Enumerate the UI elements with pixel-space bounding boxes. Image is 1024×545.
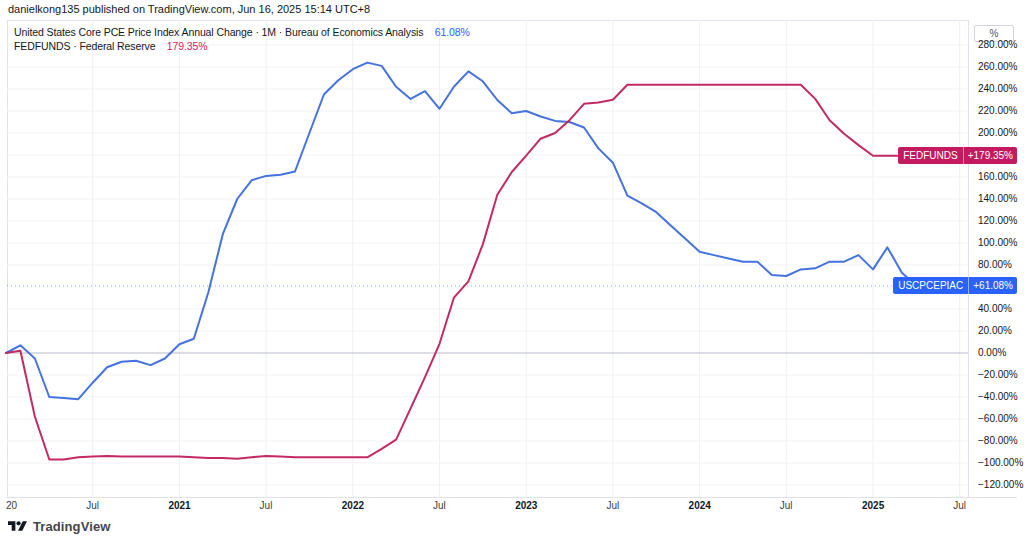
y-axis-tick-label: 120.00% [978,215,1017,226]
y-axis-tick-label: 0.00% [978,347,1006,358]
x-axis-tick-label: Jul [606,500,619,511]
x-axis-tick-label: Jul [953,500,966,511]
uscpcepiac-badge-value: +61.08% [968,277,1017,294]
x-axis-tick-label: Jul [260,500,273,511]
y-axis-tick-label: 200.00% [978,127,1017,138]
y-axis-tick-label: 80.00% [978,259,1012,270]
y-axis-tick-label: −40.00% [978,391,1018,402]
uscpcepiac-price-badge: USCPCEPIAC +61.08% [893,277,1017,294]
y-axis-tick-label: −80.00% [978,435,1018,446]
x-axis-tick-label: 2022 [342,500,364,511]
legend-row-uscpcepiac[interactable]: United States Core PCE Price Index Annua… [14,25,470,39]
y-axis-tick-label: 280.00% [978,39,1017,50]
y-axis-tick-label: −120.00% [978,479,1023,490]
fedfunds-badge-label: FEDFUNDS [898,147,962,164]
y-axis-tick-label: 20.00% [978,325,1012,336]
legend: United States Core PCE Price Index Annua… [14,25,470,53]
y-axis-tick-label: −20.00% [978,369,1018,380]
y-axis-tick-label: 140.00% [978,193,1017,204]
fedfunds-badge-value: +179.35% [963,147,1017,164]
series2-title: FEDFUNDS · Federal Reserve [14,40,156,52]
tradingview-logo[interactable]: TradingView [8,519,110,534]
x-axis-tick-label: 20 [6,500,17,511]
y-axis-tick-label: 100.00% [978,237,1017,248]
published-chart-page: danielkong135 published on TradingView.c… [0,0,1024,545]
x-axis-tick-label: Jul [433,500,446,511]
y-axis-tick-label: 40.00% [978,303,1012,314]
x-axis-tick-label: 2021 [168,500,190,511]
x-axis-tick-label: 2025 [862,500,884,511]
legend-row-fedfunds[interactable]: FEDFUNDS · Federal Reserve 179.35% [14,39,470,53]
chart-plot-area[interactable] [7,20,968,497]
y-axis-tick-label: 160.00% [978,171,1017,182]
uscpcepiac-badge-label: USCPCEPIAC [893,277,968,294]
y-axis-tick-label: 260.00% [978,61,1017,72]
y-axis-tick-label: 240.00% [978,83,1017,94]
series2-change-value: 179.35% [167,40,208,52]
x-axis-tick-label: Jul [780,500,793,511]
tradingview-icon [8,519,27,534]
x-axis-tick-label: 2024 [689,500,711,511]
series1-title: United States Core PCE Price Index Annua… [14,26,423,38]
y-axis-tick-label: 220.00% [978,105,1017,116]
fedfunds-price-badge: FEDFUNDS +179.35% [898,147,1017,164]
tradingview-logo-text: TradingView [33,519,110,534]
x-axis-tick-label: Jul [86,500,99,511]
x-axis-tick-label: 2023 [515,500,537,511]
y-axis-tick-label: −60.00% [978,413,1018,424]
y-axis-tick-label: −100.00% [978,457,1023,468]
series1-change-value: 61.08% [435,26,470,38]
